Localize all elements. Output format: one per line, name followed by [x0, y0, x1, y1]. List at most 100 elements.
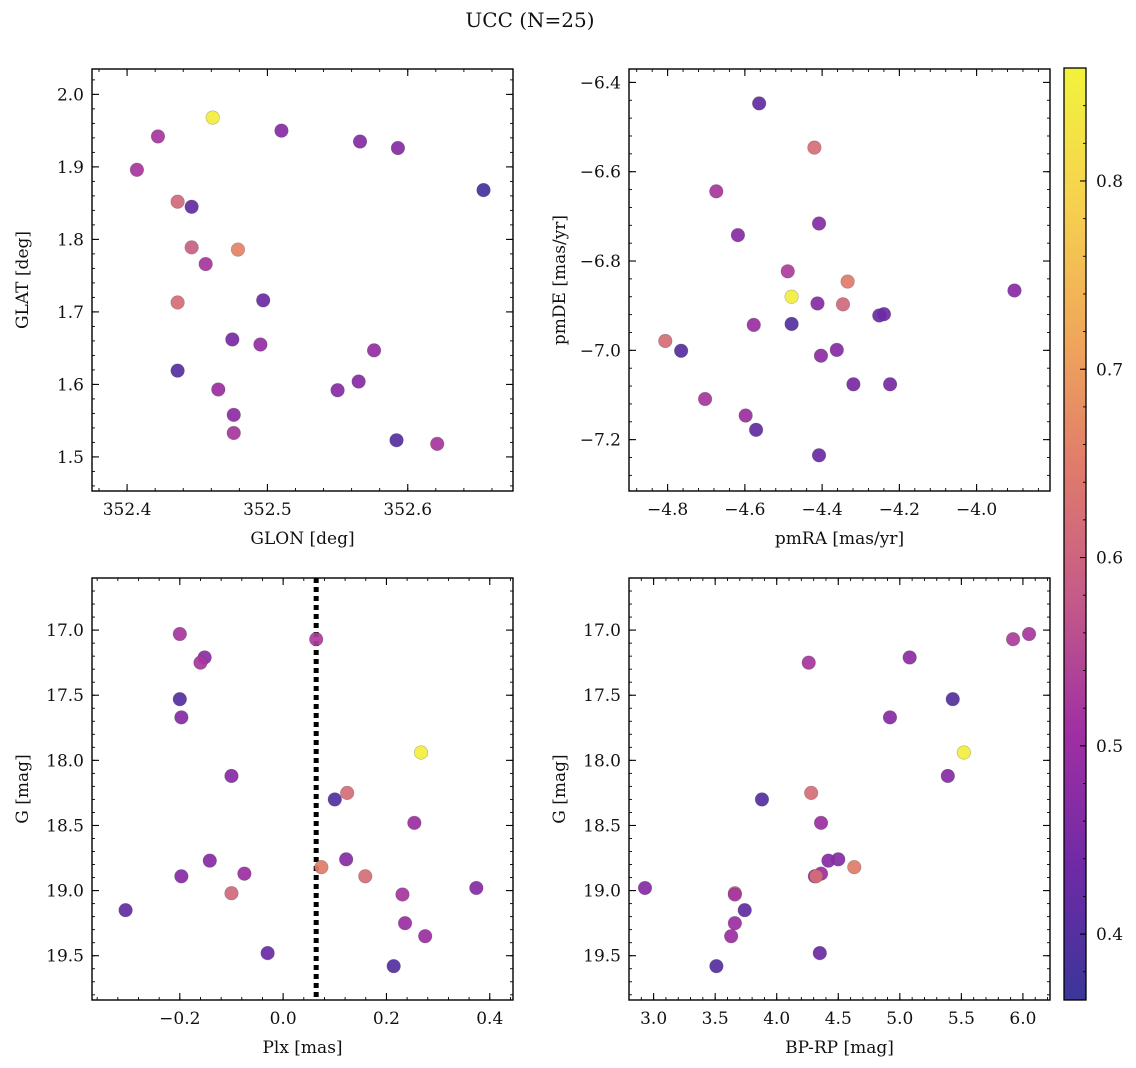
x-tick-label: 6.0	[1009, 1009, 1036, 1029]
data-point	[847, 860, 862, 875]
x-axis-label: BP-RP [mag]	[785, 1038, 894, 1058]
scatter-panels: 352.4 352.5 352.6 1.5 1.6 1.7 1.8 1.9 2.0 GLON [d…	[13, 68, 1051, 1058]
data-point	[211, 382, 226, 397]
data-point	[340, 785, 355, 801]
axes-frame	[628, 68, 1051, 492]
data-point	[738, 408, 753, 423]
data-point	[230, 242, 246, 257]
data-point	[260, 946, 275, 961]
data-point	[314, 860, 329, 875]
data-point	[840, 274, 855, 289]
data-point	[724, 929, 739, 944]
data-point	[784, 289, 799, 304]
data-point	[339, 852, 354, 867]
data-point	[407, 815, 422, 830]
data-point	[118, 903, 133, 918]
data-point	[812, 946, 827, 961]
colorbar-tick-label: 0.5	[1096, 737, 1123, 757]
data-point	[174, 710, 189, 725]
data-point	[1007, 283, 1022, 298]
x-tick-label: 352.5	[243, 500, 292, 520]
data-point	[352, 134, 368, 149]
data-point	[395, 887, 410, 902]
data-point	[430, 436, 445, 451]
data-point	[945, 692, 960, 707]
data-point	[709, 959, 724, 974]
data-point	[193, 655, 208, 670]
y-tick-label: 18.0	[46, 751, 84, 771]
y-tick-label: 18.0	[583, 751, 621, 771]
data-point	[184, 240, 199, 255]
y-axis-label: G [mag]	[550, 754, 570, 823]
axes-frame	[91, 577, 514, 1001]
data-point	[418, 929, 433, 944]
x-tick-label: 3.0	[640, 1009, 667, 1029]
x-tick-label: 5.5	[948, 1009, 975, 1029]
data-point	[226, 407, 241, 422]
colorbar-tick-label: 0.4	[1096, 925, 1123, 945]
axes-frame	[91, 68, 514, 492]
y-tick-label: 19.5	[583, 947, 621, 967]
data-point	[940, 768, 955, 784]
x-tick-label: 0.2	[373, 1009, 400, 1029]
data-point	[225, 332, 240, 347]
data-point	[256, 293, 271, 308]
data-point	[174, 869, 189, 884]
data-point	[811, 216, 827, 231]
data-point	[730, 228, 746, 243]
data-point	[198, 256, 213, 272]
data-point	[637, 880, 653, 896]
y-tick-label: 17.5	[583, 686, 621, 706]
y-tick-label: 17.0	[583, 621, 621, 641]
y-tick-label: 1.7	[57, 303, 84, 323]
data-point	[390, 140, 406, 156]
data-point	[172, 626, 187, 642]
x-tick-label: 352.4	[103, 500, 152, 520]
data-point	[674, 343, 689, 358]
y-tick-label: 17.5	[46, 686, 84, 706]
data-point	[205, 110, 220, 125]
x-tick-label: 3.5	[702, 1009, 729, 1029]
y-tick-label: 18.5	[46, 816, 84, 836]
y-tick-label: −7.2	[580, 431, 621, 451]
data-point	[1005, 632, 1021, 647]
data-point	[737, 903, 752, 918]
y-tick-label: 1.5	[57, 448, 84, 468]
data-point	[810, 296, 825, 311]
y-tick-label: 1.8	[57, 230, 84, 250]
data-point	[829, 342, 844, 357]
data-point	[882, 710, 898, 725]
data-point	[476, 182, 491, 198]
x-tick-label: −4.4	[801, 500, 842, 520]
data-point	[397, 916, 413, 931]
data-point	[129, 162, 145, 177]
data-point	[366, 343, 382, 358]
axes-frame	[628, 577, 1051, 1001]
panel-pmra-pmde: −4.8 −4.6 −4.4 −4.2 −4.0 −7.2 −7.0 −6.8 −6.6 −6.4…	[550, 68, 1051, 549]
x-tick-label: 4.0	[763, 1009, 790, 1029]
y-tick-label: 1.9	[57, 158, 84, 178]
data-point	[224, 768, 239, 784]
data-point	[386, 959, 401, 974]
data-point	[309, 632, 324, 647]
data-point	[835, 297, 851, 312]
data-point	[1021, 626, 1037, 642]
x-tick-label: 0.0	[270, 1009, 297, 1029]
y-tick-label: 19.5	[46, 947, 84, 967]
data-point	[846, 377, 861, 392]
data-point	[358, 869, 373, 884]
data-point	[389, 433, 404, 448]
panel-bprp-g: 3.0 3.5 4.0 4.5 5.0 5.5 6.0 17.0 17.5 18.0 18.5 19.…	[550, 577, 1051, 1058]
colorbar-gradient	[1063, 67, 1087, 1001]
y-axis-label: G [mag]	[13, 754, 33, 823]
data-point	[807, 140, 822, 155]
y-axis-label: GLAT [deg]	[13, 231, 33, 329]
y-tick-label: −6.4	[580, 73, 621, 93]
x-tick-label: −4.2	[879, 500, 920, 520]
data-point	[413, 745, 429, 760]
data-point	[469, 880, 484, 896]
data-point	[237, 866, 252, 881]
y-axis-label: pmDE [mas/yr]	[550, 215, 570, 345]
data-point	[831, 852, 846, 867]
